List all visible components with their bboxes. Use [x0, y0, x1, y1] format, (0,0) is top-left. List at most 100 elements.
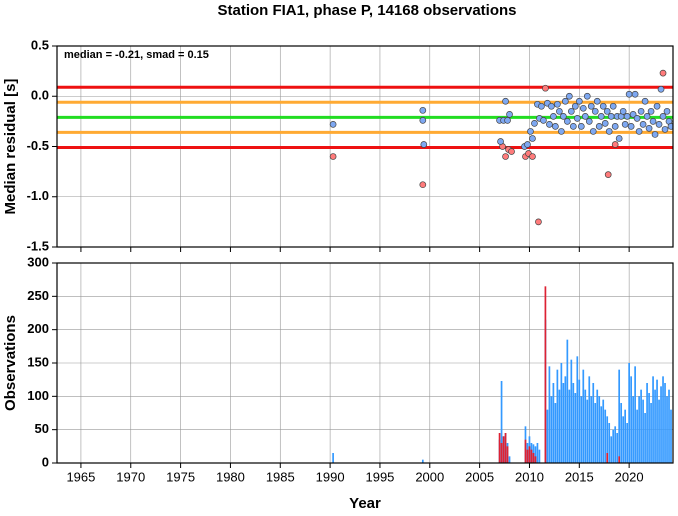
point — [419, 106, 427, 114]
point — [565, 92, 573, 100]
bar — [588, 376, 591, 463]
bar — [616, 433, 619, 463]
point — [556, 107, 563, 115]
point — [661, 126, 669, 133]
point — [639, 121, 647, 128]
point — [615, 135, 623, 142]
point — [497, 138, 504, 145]
bar — [558, 389, 561, 463]
bar — [500, 381, 503, 463]
bar — [670, 409, 672, 463]
y-tick-label: 300 — [27, 254, 49, 269]
point — [587, 102, 595, 110]
point — [552, 123, 559, 130]
bar — [556, 369, 559, 463]
point — [627, 123, 635, 130]
point — [575, 97, 583, 105]
point — [508, 148, 515, 155]
x-tick-label: 1975 — [166, 469, 195, 484]
x-tick-label: 1995 — [365, 469, 394, 484]
bar — [524, 439, 527, 463]
point — [581, 112, 589, 120]
point — [605, 128, 613, 135]
bar — [642, 399, 644, 463]
bar — [604, 409, 607, 463]
point — [595, 123, 603, 130]
y-axis-label: Median residual [s] — [2, 79, 19, 215]
bar — [504, 433, 507, 463]
bar — [568, 389, 571, 463]
bar — [560, 363, 563, 463]
point — [540, 117, 547, 124]
point — [633, 115, 641, 122]
point — [585, 118, 593, 125]
bar — [586, 399, 589, 463]
y-tick-label: 0.5 — [31, 37, 49, 52]
bar — [650, 403, 652, 463]
bar — [640, 389, 642, 463]
point — [550, 112, 557, 120]
point — [538, 102, 545, 110]
bar — [536, 443, 539, 463]
bar — [498, 433, 501, 463]
bar — [552, 383, 555, 463]
chart-title: Station FIA1, phase P, 14168 observation… — [217, 2, 516, 19]
bar — [576, 356, 579, 463]
point — [524, 141, 531, 148]
point — [603, 107, 611, 115]
point — [573, 115, 581, 122]
bar — [638, 396, 640, 463]
bar — [656, 379, 658, 463]
bar — [332, 453, 334, 463]
bar — [526, 449, 529, 463]
point — [623, 112, 631, 120]
x-tick-label: 2010 — [515, 469, 544, 484]
bar — [622, 416, 625, 463]
bar — [608, 423, 611, 463]
bar — [532, 453, 535, 463]
annotation: median = -0.21, smad = 0.15 — [64, 49, 209, 61]
bar — [554, 403, 557, 463]
point — [619, 107, 627, 115]
bar — [660, 386, 662, 463]
point — [607, 112, 615, 120]
point — [583, 92, 591, 100]
bar — [632, 396, 634, 463]
point — [419, 117, 427, 124]
point — [567, 107, 575, 115]
bar — [592, 383, 595, 463]
bar — [598, 396, 601, 463]
bar — [606, 453, 609, 463]
point — [577, 123, 585, 130]
bar — [508, 456, 511, 463]
x-axis-label: Year — [349, 495, 381, 511]
y-tick-label: 0.0 — [31, 88, 49, 103]
point — [601, 120, 609, 127]
point — [641, 97, 649, 105]
bar — [572, 383, 575, 463]
bar — [662, 376, 664, 463]
bar — [594, 403, 597, 463]
point — [546, 121, 553, 128]
bar — [666, 396, 668, 463]
x-tick-label: 2000 — [415, 469, 444, 484]
y-tick-label: 100 — [27, 388, 49, 403]
point — [631, 90, 639, 98]
bar — [600, 406, 603, 463]
point — [599, 102, 607, 110]
bar — [654, 389, 656, 463]
point — [637, 107, 645, 115]
point — [667, 123, 673, 130]
bar — [546, 409, 549, 463]
bar — [570, 359, 573, 463]
bar — [626, 423, 628, 463]
point — [625, 90, 633, 98]
bar — [550, 396, 553, 463]
bar — [530, 449, 533, 463]
bar — [538, 449, 541, 463]
point — [591, 107, 599, 115]
bar — [582, 369, 585, 463]
bar — [612, 429, 615, 463]
